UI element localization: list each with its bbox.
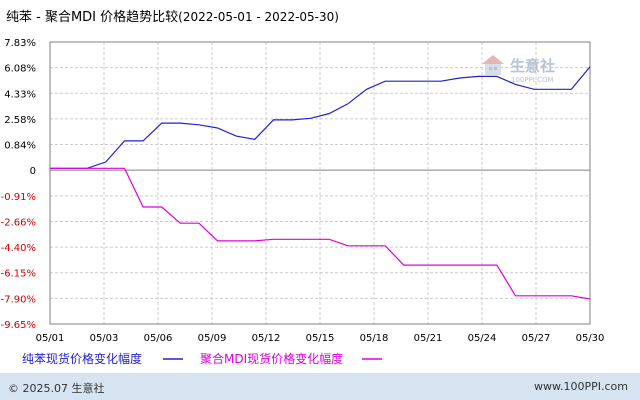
x-tick-label: 05/27: [522, 333, 551, 344]
series-line-2: [50, 167, 591, 300]
y-tick-label: 4.33%: [4, 89, 36, 100]
plot-border: [49, 41, 591, 325]
grid-lines: [50, 42, 590, 324]
x-tick-label: 05/03: [90, 333, 119, 344]
y-axis-ticks: 7.83% 6.08% 4.33% 2.58% 0.84% 0 -0.91% -2.66% -4…: [1, 38, 36, 331]
y-tick-label: 7.83%: [4, 38, 36, 49]
title-text: 纯苯 - 聚合MDI 价格趋势比较: [6, 10, 179, 25]
x-axis-ticks: 05/01 05/03 05/06 05/09 05/12 05/15 05/18 05/21…: [36, 333, 605, 344]
x-tick-label: 05/01: [36, 333, 65, 344]
y-tick-label: -2.66%: [1, 217, 36, 228]
y-tick-label: 6.08%: [4, 64, 36, 75]
x-tick-label: 05/06: [144, 333, 173, 344]
y-tick-label: -0.91%: [1, 192, 36, 203]
y-tick-label: 0: [30, 166, 36, 177]
y-tick-label: -9.65%: [1, 320, 36, 331]
legend-label-1: 纯苯现货价格变化幅度: [22, 351, 142, 366]
watermark-name: 生意社: [510, 57, 555, 75]
title-date-range: (2022-05-01 - 2022-05-30): [178, 10, 339, 24]
x-tick-label: 05/15: [306, 333, 335, 344]
x-tick-label: 05/09: [198, 333, 227, 344]
x-tick-label: 05/12: [252, 333, 281, 344]
y-tick-label: 0.84%: [4, 141, 36, 152]
series-lines: [50, 66, 591, 300]
legend-label-2: 聚合MDI现货价格变化幅度: [200, 351, 343, 366]
x-tick-label: 05/30: [576, 333, 605, 344]
y-tick-label: -6.15%: [1, 269, 36, 280]
watermark: 生意社 100PPI.COM: [482, 55, 555, 84]
x-tick-label: 05/21: [414, 333, 443, 344]
x-tick-label: 05/24: [468, 333, 497, 344]
x-tick-label: 05/18: [360, 333, 389, 344]
footer-bar: [0, 373, 640, 400]
y-tick-label: 2.58%: [4, 115, 36, 126]
footer-website[interactable]: www.100PPI.com: [534, 380, 628, 393]
series-line-1: [50, 66, 591, 169]
y-tick-label: -4.40%: [1, 243, 36, 254]
footer-copyright: © 2025.07 生意社: [8, 382, 105, 395]
legend: 纯苯现货价格变化幅度 聚合MDI现货价格变化幅度: [22, 351, 382, 366]
chart-title: 纯苯 - 聚合MDI 价格趋势比较(2022-05-01 - 2022-05-3…: [6, 6, 339, 25]
watermark-url: 100PPI.COM: [511, 76, 554, 84]
y-tick-label: -7.90%: [1, 294, 36, 305]
watermark-logo-icon: [482, 55, 504, 75]
